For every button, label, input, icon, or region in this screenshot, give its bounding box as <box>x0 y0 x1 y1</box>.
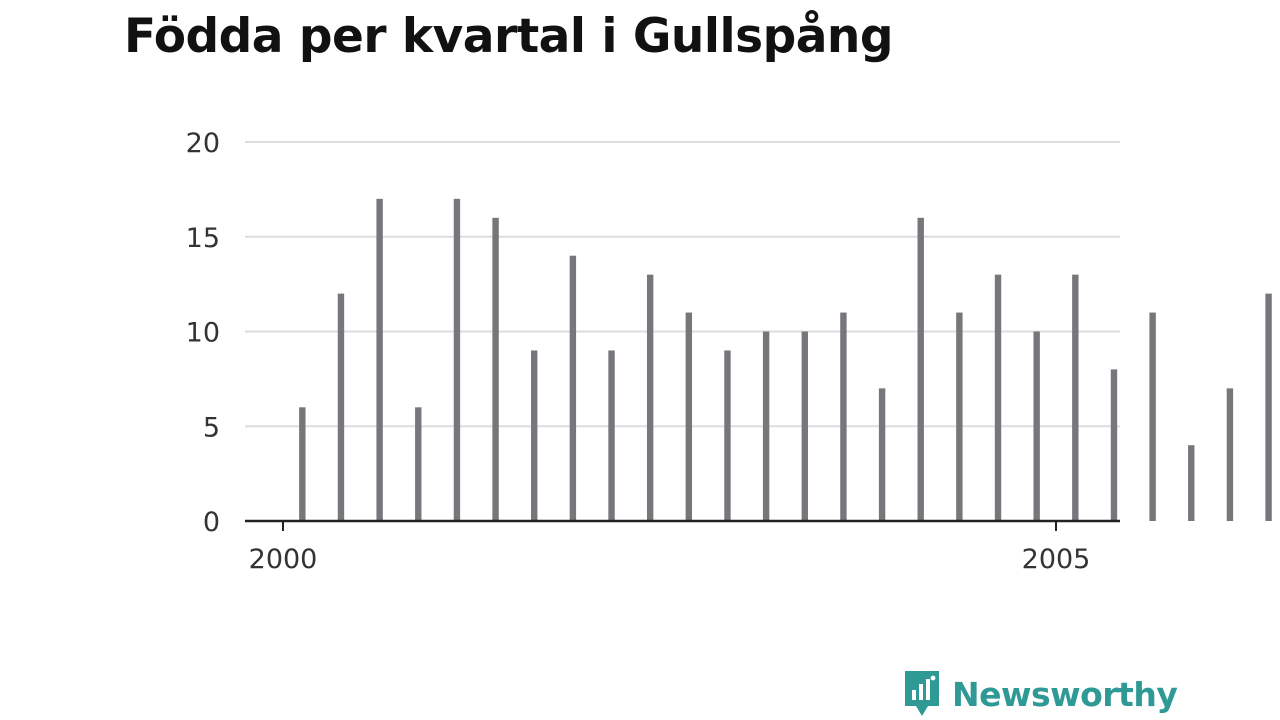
brand-name: Newsworthy <box>952 674 1178 714</box>
chart-title: Födda per kvartal i Gullspång <box>124 9 894 64</box>
bar <box>801 331 808 521</box>
bar <box>994 274 1002 521</box>
bar <box>492 217 499 522</box>
bar <box>415 407 422 521</box>
gridlines <box>245 141 1120 428</box>
newsworthy-logo-icon <box>905 671 939 716</box>
y-tick-label: 15 <box>186 223 220 254</box>
y-tick-label: 10 <box>186 318 220 349</box>
y-tick-label: 20 <box>186 128 220 159</box>
x-tick-label: 2005 <box>1022 544 1091 575</box>
bar <box>762 331 770 521</box>
bar <box>840 312 847 521</box>
bar <box>1072 274 1079 521</box>
bar <box>569 255 577 521</box>
x-tick-label: 2000 <box>249 544 318 575</box>
bar <box>531 350 538 521</box>
axes <box>245 519 1120 531</box>
bar <box>299 407 306 521</box>
bar <box>1033 331 1040 521</box>
y-tick-label: 0 <box>203 507 220 538</box>
bar <box>956 312 963 521</box>
bar <box>685 312 693 521</box>
bar <box>376 198 383 521</box>
bar <box>608 350 615 521</box>
labels: 051015202000200520102015202020253 <box>186 128 1091 575</box>
bar <box>878 388 886 521</box>
bar <box>724 350 731 521</box>
bar <box>646 274 654 521</box>
bar <box>1149 312 1156 521</box>
bar <box>1265 293 1272 521</box>
newsworthy-logo[interactable]: Newsworthy <box>902 668 1178 720</box>
bar <box>1226 388 1234 521</box>
bar <box>337 293 345 521</box>
bars <box>299 198 1272 522</box>
bar <box>453 198 461 521</box>
bar <box>1110 369 1118 521</box>
y-tick-label: 5 <box>203 412 220 443</box>
bar <box>917 217 924 522</box>
bar <box>1188 445 1195 521</box>
